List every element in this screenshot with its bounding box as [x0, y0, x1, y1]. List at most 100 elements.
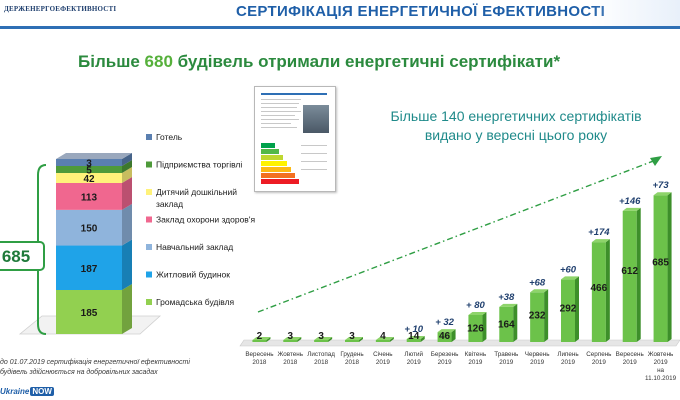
monthly-bar-side: [513, 303, 518, 342]
monthly-value-label: 3: [318, 331, 324, 342]
certificate-thumbnail: [254, 86, 336, 192]
month-tick-label: 2018: [252, 359, 267, 366]
monthly-bar-side: [266, 337, 271, 342]
monthly-value-label: 2: [257, 331, 263, 342]
monthly-value-label: 3: [288, 331, 294, 342]
monthly-value-label: 3: [349, 331, 355, 342]
legend-swatch: [146, 161, 152, 168]
increment-label: +68: [529, 277, 546, 288]
legend-label: Підприємства торгівлі: [156, 160, 242, 170]
stack-value-label: 187: [81, 264, 98, 275]
month-tick-label: 2019: [438, 359, 453, 366]
legend-label: Дитячий дошкільний: [156, 187, 237, 197]
agency-name: ДЕРЖЕНЕРГОЕФЕКТИВНОСТІ: [4, 5, 117, 13]
monthly-bar: [468, 315, 483, 342]
monthly-bar-side: [636, 207, 641, 342]
monthly-bar: [591, 242, 606, 342]
footnote-line-2: будівель здійснюється на добровільних за…: [0, 369, 158, 376]
page-title: СЕРТИФІКАЦІЯ ЕНЕРГЕТИЧНОЇ ЕФЕКТИВНОСТІ: [236, 3, 606, 20]
stack-value-label: 3: [86, 159, 92, 170]
legend-swatch: [146, 134, 152, 140]
header-ribbon: [590, 0, 680, 26]
monthly-bar-top: [406, 336, 425, 339]
ukraine-now-logo: Ukraine NOW: [0, 387, 54, 396]
monthly-bar: [314, 340, 329, 342]
legend-label: Навчальний заклад: [156, 242, 233, 252]
footnote: до 01.07.2019 сертифікація енергетичної …: [0, 358, 190, 378]
stack-segment: [56, 166, 122, 173]
month-tick-label: Квітень: [465, 350, 487, 358]
month-tick-label: Вересень: [245, 351, 274, 358]
monthly-bar: [561, 279, 575, 342]
month-tick-label: Лютий: [404, 350, 423, 358]
month-tick-label: Червень: [525, 351, 550, 358]
monthly-bar-top: [437, 329, 456, 333]
footnote-line-1: до 01.07.2019 сертифікація енергетичної …: [0, 359, 190, 366]
total-box: [0, 241, 45, 271]
trend-arrow-line: [257, 159, 657, 313]
month-tick-label: 2019: [561, 359, 576, 366]
monthly-value-label: 46: [439, 331, 451, 342]
month-tick-label: на: [657, 367, 664, 374]
legend-label: Житловий будинок: [156, 270, 230, 280]
legend-label: Громадська будівля: [156, 297, 235, 307]
month-tick-label: Серпень: [586, 351, 612, 358]
monthly-value-label: 14: [408, 331, 420, 342]
headline: Більше 680 будівель отримали енергетичні…: [78, 52, 560, 72]
stack-segment: [56, 182, 122, 210]
monthly-bar-top: [283, 337, 302, 340]
top-bar: ДЕРЖЕНЕРГОЕФЕКТИВНОСТІ СЕРТИФІКАЦІЯ ЕНЕР…: [0, 0, 680, 29]
legend-swatch: [146, 271, 152, 278]
stack-segment: [56, 173, 122, 183]
legend-label: Заклад охорони здоров'я: [156, 215, 255, 225]
chart-floor: [239, 339, 680, 347]
monthly-bar-side: [359, 337, 363, 342]
monthly-value-label: 164: [498, 319, 515, 330]
monthly-value-label: 292: [560, 304, 577, 315]
monthly-bar-top: [314, 337, 333, 340]
monthly-bar-top: [591, 239, 610, 243]
monthly-value-label: 685: [652, 257, 669, 268]
monthly-value-label: 232: [529, 311, 546, 322]
stack-value-label: 185: [81, 308, 98, 319]
stack-value-label: 42: [83, 174, 95, 185]
monthly-value-label: 466: [591, 283, 608, 294]
stack-segment-side: [122, 176, 132, 210]
monthly-bar-side: [667, 192, 672, 342]
increment-label: + 80: [466, 300, 485, 311]
month-tick-label: 2019: [376, 359, 391, 366]
month-tick-label: Вересень: [616, 351, 645, 358]
month-tick-label: 2019: [468, 359, 483, 366]
monthly-bar: [375, 340, 390, 342]
increment-label: +73: [653, 180, 670, 191]
month-tick-label: Листопад: [307, 351, 335, 358]
monthly-bar-side: [297, 337, 302, 342]
total-label: 685: [2, 247, 30, 266]
monthly-bar-top: [530, 289, 549, 293]
monthly-bar: [530, 292, 545, 342]
stack-segment: [56, 209, 122, 246]
monthly-bar: [252, 340, 267, 342]
month-tick-label: Жовтень: [648, 351, 674, 358]
increment-label: +146: [619, 196, 641, 207]
trend-arrow-head: [650, 156, 662, 166]
stack-value-label: 113: [81, 192, 98, 203]
stack-segment: [56, 159, 122, 166]
monthly-bar-top: [252, 337, 271, 340]
month-tick-label: Травень: [494, 351, 519, 358]
monthly-bar-top: [653, 192, 672, 196]
monthly-bar-side: [482, 312, 487, 342]
building-photo-icon: [303, 105, 329, 133]
legend-swatch: [146, 299, 152, 305]
september-summary: Більше 140 енергетичних сертифікатів вид…: [390, 108, 642, 143]
monthly-bar-top: [499, 303, 518, 307]
monthly-bar: [653, 195, 668, 342]
monthly-bar: [437, 332, 452, 342]
increment-label: + 10: [404, 324, 423, 335]
monthly-bar-side: [328, 337, 333, 342]
month-tick-label: 2019: [623, 359, 638, 366]
monthly-bar: [622, 210, 637, 342]
increment-label: +174: [588, 227, 610, 238]
monthly-value-label: 4: [380, 331, 386, 342]
month-tick-label: Жовтень: [278, 351, 304, 358]
